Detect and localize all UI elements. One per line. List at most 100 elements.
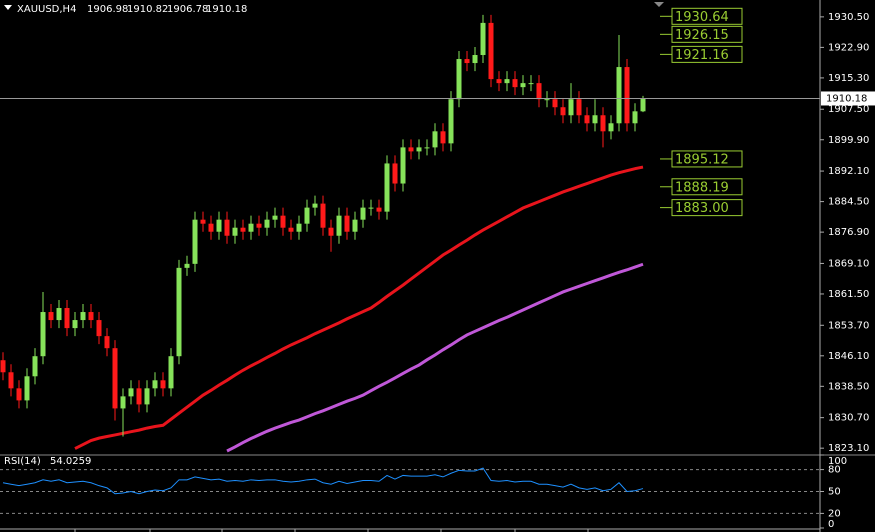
- symbol-title: XAUUSD,H4: [17, 4, 76, 15]
- level-label: 1926.15: [675, 28, 729, 43]
- y-tick-label: 100: [828, 456, 847, 467]
- candle-body: [256, 223, 262, 228]
- rsi-title: RSI(14): [4, 456, 41, 467]
- series-line: [74, 165, 644, 450]
- candle-body: [40, 312, 46, 357]
- last-price-box: [821, 91, 875, 106]
- candle-body: [616, 67, 622, 124]
- candle-body: [408, 147, 414, 152]
- candle-body: [240, 227, 246, 232]
- candle-body: [432, 131, 438, 148]
- candle-body: [568, 99, 574, 116]
- y-tick-label: 80: [828, 465, 841, 476]
- candle-body: [288, 227, 294, 232]
- candle-body: [200, 219, 206, 224]
- candle-body: [88, 312, 94, 321]
- candle-body: [640, 98, 646, 112]
- candle-body: [224, 219, 230, 236]
- candle-body: [448, 99, 454, 144]
- level-box: [671, 150, 743, 168]
- y-tick-label: 1869.10: [828, 258, 869, 269]
- candle-body: [528, 83, 534, 85]
- candle-body: [168, 356, 174, 389]
- header-low: 1906.78: [167, 4, 208, 15]
- y-tick-label: 1846.10: [828, 351, 869, 362]
- y-tick-label: 1861.50: [828, 289, 869, 300]
- candle-body: [488, 22, 494, 80]
- candle-body: [272, 215, 278, 220]
- candle-body: [104, 336, 110, 349]
- y-tick-label: 1830.70: [828, 413, 869, 424]
- candle-body: [112, 348, 118, 409]
- series-line: [2, 467, 644, 495]
- candle-body: [336, 215, 342, 236]
- y-tick-label: 1922.90: [828, 42, 869, 53]
- menu-arrow[interactable]: [4, 5, 12, 10]
- candle-body: [512, 79, 518, 88]
- candle-body: [464, 59, 470, 64]
- candle-body: [8, 372, 14, 389]
- header-high: 1910.82: [127, 4, 168, 15]
- candle-body: [64, 308, 70, 329]
- y-tick-label: 0: [828, 519, 834, 530]
- candle-body: [632, 111, 638, 124]
- level-label: 1888.19: [675, 180, 729, 195]
- y-tick-label: 1838.50: [828, 381, 869, 392]
- y-tick-label: 1823.10: [828, 443, 869, 454]
- candle-body: [368, 207, 374, 209]
- candle-body: [56, 308, 62, 321]
- candle-body: [208, 223, 214, 232]
- y-tick-label: 1853.70: [828, 320, 869, 331]
- candle-body: [600, 115, 606, 132]
- candle-body: [520, 83, 526, 88]
- candle-body: [120, 396, 126, 409]
- candle-body: [24, 376, 30, 401]
- header-open: 1906.98: [87, 4, 128, 15]
- y-tick-label: 1930.50: [828, 12, 869, 23]
- candle-body: [216, 219, 222, 232]
- candle-body: [480, 22, 486, 56]
- candle-body: [576, 99, 582, 116]
- last-price-label: 1910.18: [826, 93, 867, 104]
- candle-body: [360, 207, 366, 220]
- candle-body: [400, 147, 406, 184]
- candle-body: [176, 267, 182, 357]
- candle-body: [496, 79, 502, 84]
- series-line: [226, 262, 644, 453]
- candle-body: [128, 388, 134, 397]
- candle-body: [184, 263, 190, 268]
- y-tick-label: 1892.10: [828, 166, 869, 177]
- y-tick-label: 1915.30: [828, 73, 869, 84]
- candle-body: [544, 99, 550, 101]
- rsi-value: 54.0259: [50, 456, 91, 467]
- candle-body: [320, 203, 326, 228]
- candle-body: [280, 215, 286, 228]
- candle-body: [160, 380, 166, 389]
- candle-body: [552, 99, 558, 108]
- candle-body: [472, 55, 478, 64]
- candle-body: [248, 223, 254, 232]
- header-close: 1910.18: [206, 4, 247, 15]
- y-tick-label: 1907.50: [828, 104, 869, 115]
- candle-body: [80, 312, 86, 321]
- candle-body: [456, 59, 462, 100]
- candle-body: [440, 131, 446, 144]
- candle-body: [72, 320, 78, 329]
- candle-body: [584, 115, 590, 124]
- candle-body: [328, 227, 334, 236]
- candle-body: [264, 219, 270, 228]
- y-tick-label: 1884.50: [828, 197, 869, 208]
- plot-area: [0, 14, 646, 453]
- candle-body: [296, 223, 302, 232]
- candle-body: [608, 123, 614, 132]
- shift-marker: [654, 2, 664, 7]
- candle-body: [424, 147, 430, 149]
- level-label: 1883.00: [675, 201, 729, 216]
- level-box: [671, 178, 743, 196]
- level-label: 1930.64: [675, 10, 729, 25]
- candle-body: [32, 356, 38, 377]
- candle-body: [384, 163, 390, 212]
- candle-body: [192, 219, 198, 264]
